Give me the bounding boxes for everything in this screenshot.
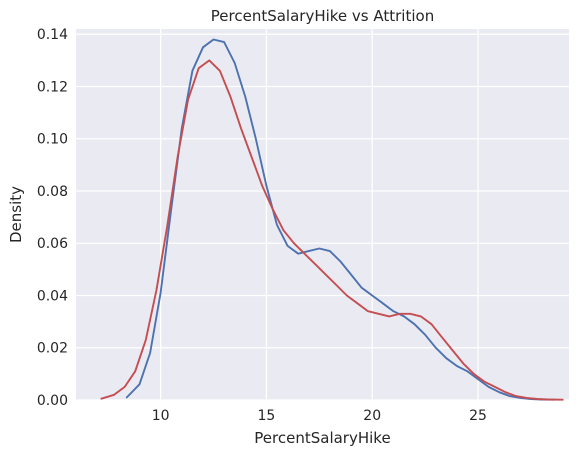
series-lines — [100, 38, 564, 401]
y-tick-label: 0.12 — [37, 79, 68, 95]
y-tick-label: 0.14 — [37, 27, 68, 43]
x-tick-label: 20 — [363, 408, 381, 424]
y-tick-label: 0.00 — [37, 393, 68, 409]
density-curve-2 — [100, 59, 564, 401]
grid-lines — [76, 29, 569, 401]
x-axis-label: PercentSalaryHike — [254, 429, 390, 447]
y-tick-label: 0.08 — [37, 184, 68, 200]
x-tick-label: 10 — [152, 408, 170, 424]
tick-labels: 10 15 20 25 0.00 0.02 0.04 0.06 0.08 0.10 0.12 0.14 — [37, 27, 487, 424]
chart-title: PercentSalaryHike vs Attrition — [211, 7, 434, 25]
plot-background — [76, 29, 569, 400]
y-axis-label: Density — [7, 186, 25, 243]
y-tick-label: 0.02 — [37, 341, 68, 357]
x-tick-label: 25 — [469, 408, 487, 424]
y-tick-label: 0.06 — [37, 236, 68, 252]
y-tick-label: 0.04 — [37, 288, 68, 304]
x-tick-label: 15 — [258, 408, 276, 424]
y-tick-label: 0.10 — [37, 132, 68, 148]
density-curve-1 — [125, 38, 556, 401]
